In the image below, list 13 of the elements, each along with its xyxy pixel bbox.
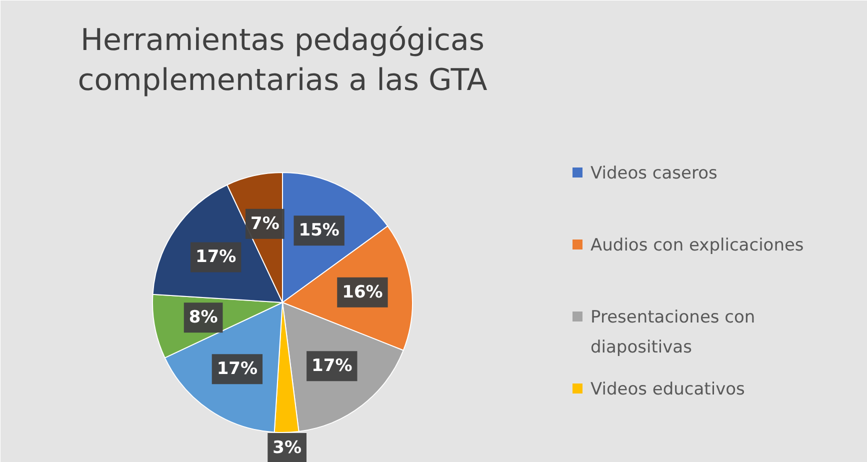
legend-label: Audios con explicaciones (590, 236, 804, 256)
data-label: 17% (216, 359, 258, 380)
data-label: 7% (250, 214, 280, 234)
data-label: 17% (312, 356, 352, 376)
legend-label: Presentaciones con diapositivas (590, 308, 756, 358)
data-label: 17% (195, 247, 236, 268)
data-label: 3% (272, 438, 302, 458)
data-label: 15% (298, 220, 340, 241)
legend-label: Videos caseros (590, 164, 718, 184)
data-label: 16% (342, 282, 383, 302)
legend-label: Videos educativos (590, 380, 746, 400)
chart-title: Herramientas pedagógicas complementarias a las GTA (78, 22, 488, 98)
data-label: 8% (188, 308, 218, 328)
